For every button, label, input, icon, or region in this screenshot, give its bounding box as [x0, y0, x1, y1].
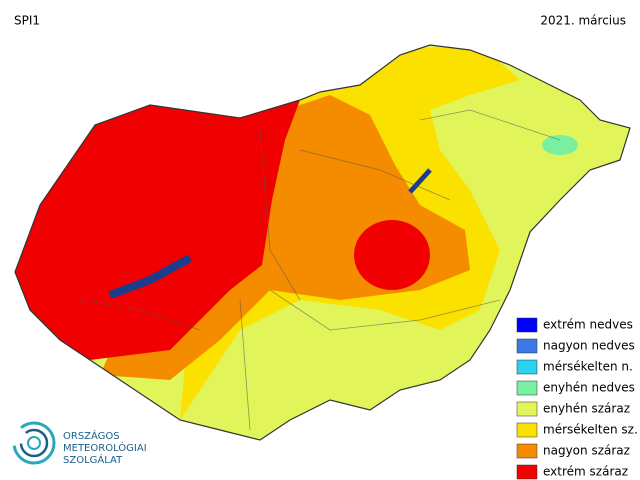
legend-label: nagyon nedves — [543, 339, 635, 353]
legend-swatch — [516, 359, 538, 375]
legend-swatch — [516, 443, 538, 459]
legend-label: mérsékelten sz. — [543, 423, 638, 437]
legend-swatch — [516, 338, 538, 354]
legend-swatch — [516, 380, 538, 396]
legend-label: nagyon száraz — [543, 444, 630, 458]
legend-swatch — [516, 317, 538, 333]
logo-text: ORSZÁGOS — [63, 429, 120, 442]
logo-text: METEOROLÓGIAI — [63, 441, 147, 454]
legend-swatch — [516, 422, 538, 438]
legend-label: extrém száraz — [543, 465, 628, 479]
legend: extrém nedves nagyon nedves mérsékelten n.… — [516, 317, 638, 480]
legend-swatch — [516, 464, 538, 480]
legend-label: enyhén nedves — [543, 381, 635, 395]
map-title: SPI1 — [14, 14, 40, 28]
legend-label: extrém nedves — [543, 318, 633, 332]
map-date: 2021. március — [540, 14, 626, 28]
legend-swatch — [516, 401, 538, 417]
legend-label: mérsékelten n. — [543, 360, 633, 374]
logo-text: SZOLGÁLAT — [63, 453, 123, 466]
legend-label: enyhén száraz — [543, 402, 630, 416]
